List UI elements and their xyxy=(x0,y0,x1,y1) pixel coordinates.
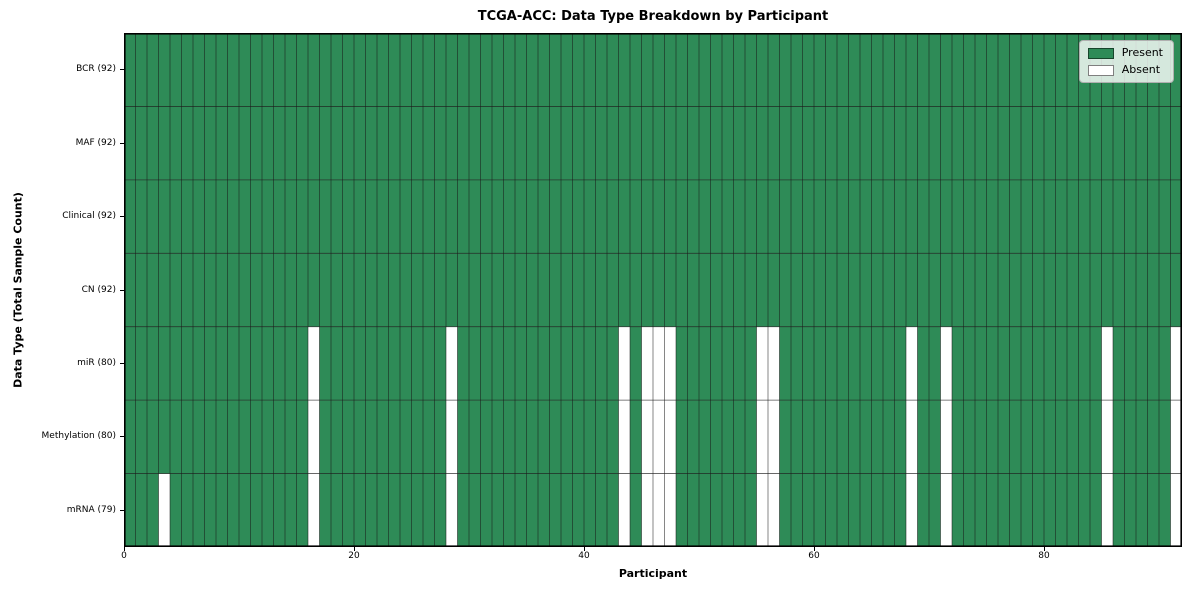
y-tick-label: miR (80) xyxy=(77,357,116,368)
y-tick-mark xyxy=(120,142,124,144)
x-tick-mark xyxy=(123,547,125,551)
heatmap-grid xyxy=(124,33,1182,547)
legend-label-absent: Absent xyxy=(1121,63,1161,76)
plot-area: Present Absent xyxy=(124,33,1182,547)
x-tick-label: 20 xyxy=(348,551,360,561)
absent-swatch-icon xyxy=(1087,64,1114,76)
y-tick-mark xyxy=(120,436,124,438)
x-tick-label: 80 xyxy=(1038,551,1050,561)
y-tick-label: MAF (92) xyxy=(75,137,116,148)
y-tick-mark xyxy=(120,509,124,511)
legend-item-present: Present xyxy=(1087,46,1163,59)
chart-title: TCGA-ACC: Data Type Breakdown by Partici… xyxy=(477,9,829,24)
present-swatch-icon xyxy=(1087,47,1114,59)
y-tick-mark xyxy=(120,289,124,291)
legend: Present Absent xyxy=(1078,40,1174,83)
y-tick-label: CN (92) xyxy=(81,284,116,295)
y-tick-label: Methylation (80) xyxy=(41,431,116,442)
x-tick-label: 40 xyxy=(578,551,590,561)
x-axis-label: Participant xyxy=(618,567,688,580)
y-tick-label: BCR (92) xyxy=(76,64,116,75)
x-tick-mark xyxy=(813,547,815,551)
x-tick-mark xyxy=(583,547,585,551)
y-tick-label: Clinical (92) xyxy=(62,211,116,222)
y-tick-label: mRNA (79) xyxy=(66,504,116,515)
x-tick-label: 60 xyxy=(808,551,820,561)
y-tick-mark xyxy=(120,216,124,218)
y-tick-mark xyxy=(120,69,124,71)
legend-label-present: Present xyxy=(1121,46,1163,59)
x-tick-label: 0 xyxy=(121,551,127,561)
legend-item-absent: Absent xyxy=(1087,63,1163,76)
x-tick-mark xyxy=(1043,547,1045,551)
x-tick-mark xyxy=(353,547,355,551)
y-tick-mark xyxy=(120,362,124,364)
